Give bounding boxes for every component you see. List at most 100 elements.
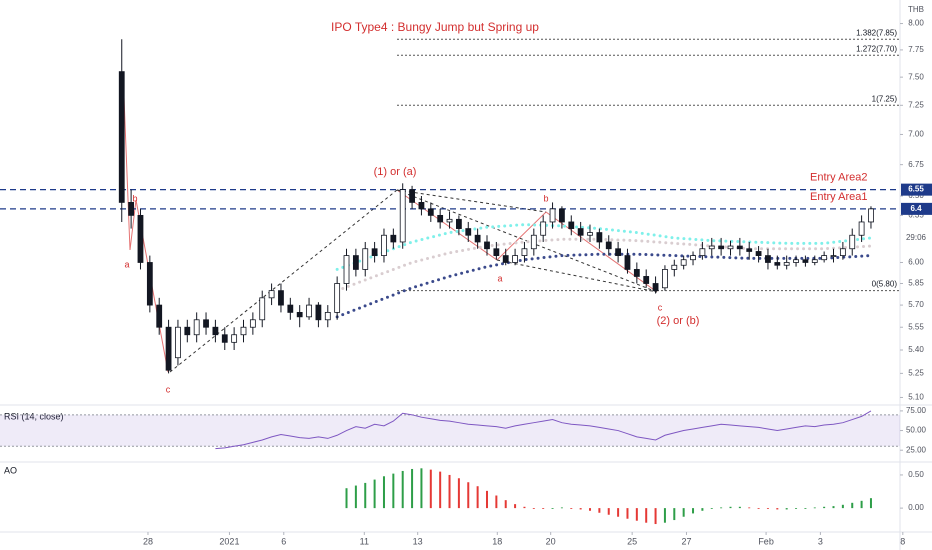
candle-body	[652, 283, 659, 292]
y-tick-label: 25.00	[906, 445, 927, 454]
ao-bar	[710, 508, 713, 509]
ao-bar	[635, 508, 638, 521]
y-tick-label: 7.00	[908, 130, 924, 139]
candle-body	[521, 248, 528, 256]
candle-body	[643, 276, 650, 284]
y-tick-label: 0.00	[908, 503, 924, 512]
ao-bar	[607, 508, 610, 515]
candle-body	[774, 262, 781, 266]
candle-body	[296, 311, 303, 318]
x-tick-label: 20	[546, 536, 556, 546]
ao-bar	[570, 508, 573, 509]
wave-label: a	[124, 259, 129, 269]
candle-body	[671, 264, 678, 270]
candle-body	[399, 189, 406, 243]
candle-body	[811, 259, 818, 263]
candle-body	[306, 304, 312, 318]
candle-body	[231, 334, 238, 343]
ao-bar	[795, 508, 798, 509]
candle-body	[203, 319, 209, 328]
y-tick-label: 6.35	[908, 210, 924, 219]
candle-body	[587, 232, 593, 236]
candle-body	[568, 221, 575, 229]
candle-body	[390, 234, 397, 243]
ao-bar	[832, 506, 835, 509]
candle-body	[418, 202, 425, 210]
candle-body	[137, 214, 144, 263]
ao-bar	[654, 508, 657, 525]
x-tick-label: 2021	[219, 536, 239, 546]
x-tick-label: 3	[818, 536, 823, 546]
y-tick-label: 5.70	[908, 300, 924, 309]
ao-bar	[701, 508, 704, 511]
ao-bar	[645, 508, 648, 523]
wave-label: (1) or (a)	[374, 166, 417, 178]
ao-bar	[692, 508, 695, 514]
y-tick-label: 5.25	[908, 368, 924, 377]
y-tick-label: 5.85	[908, 279, 924, 288]
wave-label: a	[497, 273, 502, 283]
ao-bar	[823, 506, 826, 509]
candle-body	[221, 334, 228, 343]
candle-body	[371, 248, 378, 256]
wave-label: c	[658, 302, 663, 312]
fib-label: 1.272(7.70)	[856, 44, 897, 53]
candle-body	[708, 245, 715, 250]
ao-bar	[560, 507, 563, 509]
x-tick-label: 11	[360, 536, 369, 546]
rsi-line	[215, 410, 872, 450]
candle-body	[146, 262, 153, 306]
candle-body	[437, 214, 444, 223]
ao-bar	[373, 479, 376, 509]
candle-body	[793, 259, 799, 263]
candle-body	[718, 245, 725, 250]
candle-body	[409, 189, 415, 203]
y-tick-label: 7.25	[908, 100, 924, 109]
ao-bar	[514, 504, 517, 509]
candle-body	[624, 255, 631, 270]
ao-bar	[617, 508, 620, 517]
ao-bar	[626, 508, 629, 519]
ao-bar	[532, 508, 535, 509]
pane-title: AO	[4, 465, 17, 475]
x-tick-label: 8	[900, 536, 905, 546]
candle-body	[690, 255, 696, 261]
y-tick-label: 75.00	[906, 406, 927, 415]
fib-label: 1.382(7.85)	[856, 28, 897, 37]
candle-body	[249, 319, 256, 328]
candle-body	[427, 208, 434, 216]
ao-bar	[420, 468, 423, 509]
ao-bar	[485, 490, 488, 509]
ao-bar	[589, 508, 592, 511]
candle-body	[324, 311, 331, 321]
candle-body	[212, 326, 219, 336]
candle-body	[858, 221, 865, 236]
candle-body	[512, 255, 518, 263]
candle-body	[502, 255, 509, 263]
ao-bar	[439, 471, 442, 509]
candle-body	[128, 202, 135, 216]
candle-body	[559, 208, 565, 223]
ao-bar	[860, 500, 863, 509]
entry-label: Entry Area2	[810, 172, 867, 184]
candle-body	[868, 208, 874, 223]
candle-body	[530, 234, 537, 250]
candle-body	[474, 234, 481, 243]
candle-body	[484, 241, 490, 250]
ao-bar	[663, 508, 666, 523]
ao-bar	[523, 506, 526, 509]
ao-bar	[738, 506, 741, 509]
wave-label: b	[543, 193, 548, 203]
candle-body	[240, 326, 247, 336]
candle-body	[175, 326, 181, 359]
candle-body	[446, 218, 453, 223]
ao-bar	[345, 488, 348, 509]
y-tick-label: 6.00	[908, 258, 924, 267]
y-tick-label: 7.50	[908, 72, 924, 81]
x-tick-label: Feb	[758, 536, 774, 546]
candle-body	[849, 234, 856, 250]
candle-body	[278, 290, 284, 306]
candle-body	[577, 228, 584, 236]
